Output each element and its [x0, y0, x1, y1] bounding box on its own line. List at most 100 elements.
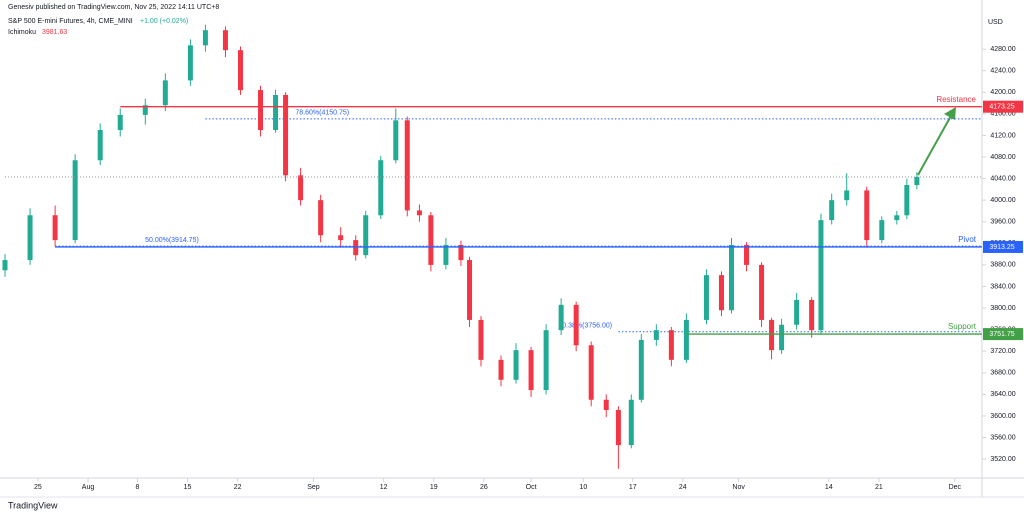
candle-body — [615, 410, 621, 446]
level-price: 3751.75 — [989, 331, 1014, 338]
x-tick-label: Aug — [82, 484, 95, 491]
y-tick-label: 3720.00 — [990, 348, 1015, 355]
publisher: Genesiv published on TradingView.com, No… — [8, 4, 219, 11]
y-tick-label: 4280.00 — [990, 46, 1015, 53]
candle-body — [52, 215, 58, 241]
candle-body — [809, 299, 815, 331]
level-name: Support — [948, 322, 977, 331]
arrow — [917, 107, 956, 176]
indicator: Ichimoku — [8, 29, 36, 36]
candle-body — [844, 190, 850, 201]
candle-body — [879, 220, 885, 241]
candle-body — [728, 244, 734, 311]
candle-body — [258, 90, 264, 131]
y-tick-label: 3880.00 — [990, 262, 1015, 269]
candle-body — [97, 130, 103, 161]
candle-body — [513, 350, 519, 380]
candle-body — [818, 220, 824, 331]
x-tick-label: 22 — [234, 484, 242, 491]
level-price-box — [983, 328, 1023, 341]
y-tick-label: 4080.00 — [990, 154, 1015, 161]
candle-body — [759, 264, 765, 320]
level-price-box — [983, 240, 1023, 253]
candle-body — [393, 120, 399, 161]
candle-body — [894, 215, 900, 221]
candle-body — [283, 94, 289, 176]
candle-body — [543, 330, 549, 391]
candle-body — [653, 330, 659, 340]
candle-body — [142, 105, 148, 115]
x-tick-label: 17 — [629, 484, 637, 491]
candle-body — [628, 399, 634, 446]
candle-body — [769, 319, 775, 351]
x-tick-label: Oct — [526, 484, 537, 491]
candle-body — [443, 244, 449, 265]
fib-label: 50.00%(3914.75) — [145, 237, 199, 244]
y-tick-label: 3960.00 — [990, 219, 1015, 226]
candle-body — [498, 359, 504, 380]
candle-body — [718, 275, 724, 311]
x-tick-label: 26 — [480, 484, 488, 491]
x-tick-label: 8 — [135, 484, 139, 491]
candle-body — [72, 160, 78, 241]
candle-body — [829, 200, 835, 221]
candle-body — [117, 114, 123, 131]
level-name: Pivot — [958, 235, 977, 244]
x-tick-label: 15 — [184, 484, 192, 491]
y-tick-label: 3840.00 — [990, 283, 1015, 290]
candle-body — [353, 240, 359, 256]
candle-body — [222, 30, 228, 51]
currency: USD — [988, 19, 1003, 26]
candle-body — [338, 235, 344, 241]
x-tick-label: Sep — [307, 484, 320, 491]
x-tick-label: 21 — [875, 484, 883, 491]
candle-body — [668, 330, 674, 360]
candle-body — [298, 175, 304, 201]
candle-body — [744, 244, 750, 265]
x-tick-label: Dec — [949, 484, 962, 491]
candle-body — [794, 299, 800, 325]
x-tick-label: 19 — [430, 484, 438, 491]
candle-body — [27, 215, 33, 261]
candle-body — [428, 215, 434, 265]
y-tick-label: 4240.00 — [990, 68, 1015, 75]
symbol: S&P 500 E-mini Futures, 4h, CME_MINI — [8, 18, 133, 25]
candle-body — [904, 185, 910, 216]
y-tick-label: 3600.00 — [990, 413, 1015, 420]
y-tick-label: 4160.00 — [990, 111, 1015, 118]
x-tick-label: 12 — [380, 484, 388, 491]
fib-label: 78.60%(4150.75) — [295, 110, 349, 117]
candle-body — [558, 304, 564, 331]
candle-body — [914, 176, 920, 186]
candle-body — [458, 244, 464, 261]
candle-body — [588, 345, 594, 400]
y-tick-label: 4120.00 — [990, 132, 1015, 139]
candle-body — [603, 399, 609, 411]
candle-body — [638, 339, 644, 400]
candle-body — [478, 319, 484, 360]
candle-body — [273, 94, 279, 131]
candle-body — [202, 30, 208, 46]
x-tick-label: 14 — [825, 484, 833, 491]
indicator-value: 3981.63 — [42, 29, 67, 36]
x-tick-label: 10 — [579, 484, 587, 491]
fib-label: 50.38%(3756.00) — [558, 323, 612, 330]
candle-body — [318, 200, 324, 236]
candle-body — [2, 260, 8, 271]
candle-body — [187, 45, 193, 81]
candle-body — [404, 120, 410, 211]
level-price-box — [983, 100, 1023, 113]
change: +1.00 (+0.02%) — [140, 18, 188, 25]
candle-body — [416, 210, 422, 216]
y-tick-label: 4000.00 — [990, 197, 1015, 204]
candle-body — [467, 260, 473, 320]
x-tick-label: Nov — [732, 484, 745, 491]
y-tick-label: 3560.00 — [990, 434, 1015, 441]
x-tick-label: 25 — [34, 484, 42, 491]
y-tick-label: 3680.00 — [990, 370, 1015, 377]
candle-body — [703, 275, 709, 320]
candle-body — [237, 50, 243, 91]
level-price: 4173.25 — [989, 104, 1014, 111]
candle-body — [573, 304, 579, 346]
